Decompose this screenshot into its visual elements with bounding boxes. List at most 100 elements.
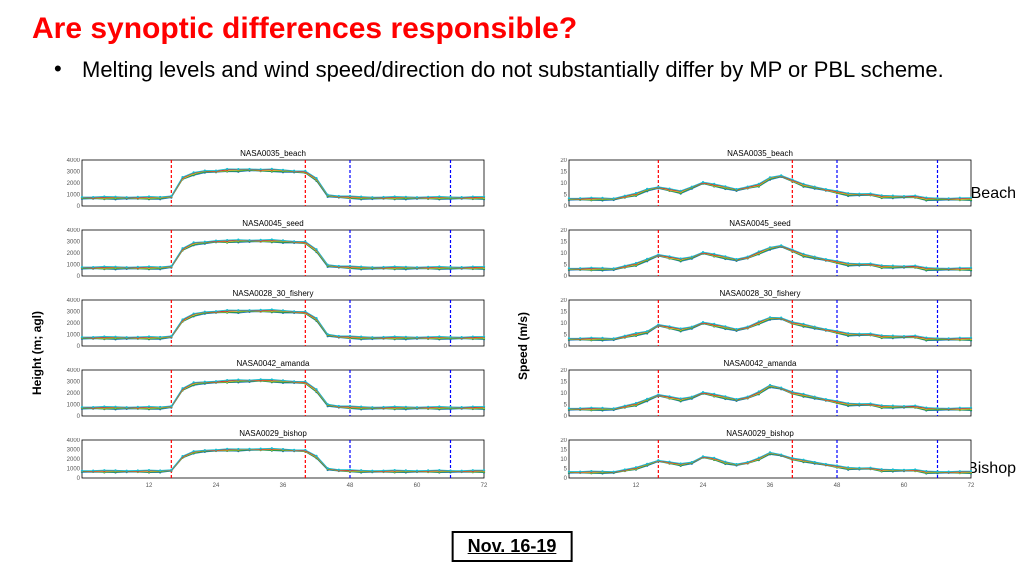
svg-text:1000: 1000 bbox=[67, 263, 81, 269]
svg-text:0: 0 bbox=[564, 344, 568, 348]
svg-text:0: 0 bbox=[564, 414, 568, 418]
svg-text:15: 15 bbox=[560, 448, 567, 454]
chart-panel-title: NASA0029_bishop bbox=[545, 429, 975, 438]
charts-area: NASA0035_beach01000200030004000NASA0045_… bbox=[20, 150, 1004, 520]
svg-text:60: 60 bbox=[414, 483, 421, 488]
chart-panel-title: NASA0035_beach bbox=[58, 149, 488, 158]
svg-text:3000: 3000 bbox=[67, 310, 81, 316]
chart-panel-svg: 0 5 10 15 20 bbox=[545, 228, 975, 278]
svg-text:2000: 2000 bbox=[67, 391, 81, 397]
svg-text:4000: 4000 bbox=[67, 158, 81, 164]
svg-text:20: 20 bbox=[560, 298, 567, 304]
svg-text:36: 36 bbox=[767, 483, 774, 488]
chart-panel-svg: 0 5 10 15 20 12 24 36 48 60 72 bbox=[545, 438, 975, 488]
svg-text:10: 10 bbox=[560, 391, 567, 397]
svg-text:12: 12 bbox=[146, 483, 153, 488]
svg-text:72: 72 bbox=[968, 483, 975, 488]
svg-text:15: 15 bbox=[560, 380, 567, 386]
chart-panel: NASA0045_seed 0 5 10 15 20 bbox=[545, 220, 975, 278]
chart-panel-svg: 05101520 bbox=[545, 298, 975, 348]
chart-panel: NASA0028_30_fishery 0 1000 2000 3000 4000 bbox=[58, 290, 488, 348]
svg-text:24: 24 bbox=[700, 483, 707, 488]
chart-panel-title: NASA0028_30_fishery bbox=[58, 289, 488, 298]
svg-text:5: 5 bbox=[564, 403, 568, 409]
chart-panel: NASA0042_amanda 0 5 10 15 20 bbox=[545, 360, 975, 418]
svg-text:3000: 3000 bbox=[67, 448, 81, 454]
chart-panel-svg: 0 1000 2000 3000 4000 bbox=[58, 228, 488, 278]
date-box: Nov. 16-19 bbox=[452, 531, 573, 562]
svg-text:0: 0 bbox=[77, 204, 81, 208]
chart-panel-title: NASA0035_beach bbox=[545, 149, 975, 158]
svg-text:3000: 3000 bbox=[67, 240, 81, 246]
svg-text:20: 20 bbox=[560, 228, 567, 234]
svg-text:5: 5 bbox=[564, 263, 568, 269]
svg-text:10: 10 bbox=[560, 251, 567, 257]
svg-text:4000: 4000 bbox=[67, 298, 81, 304]
bullet-text: Melting levels and wind speed/direction … bbox=[82, 56, 944, 85]
bullet-dot: • bbox=[54, 56, 82, 82]
svg-text:20: 20 bbox=[560, 158, 567, 164]
chart-panel: NASA0029_bishop 0 5 10 15 20 12 24 36 48 60 72 bbox=[545, 430, 975, 488]
slide: Are synoptic differences responsible? • … bbox=[0, 0, 1024, 576]
svg-text:72: 72 bbox=[481, 483, 488, 488]
svg-text:5: 5 bbox=[564, 467, 568, 473]
svg-text:2000: 2000 bbox=[67, 321, 81, 327]
svg-text:5: 5 bbox=[564, 193, 568, 199]
svg-text:0: 0 bbox=[564, 476, 568, 482]
svg-text:15: 15 bbox=[560, 170, 567, 176]
svg-text:2000: 2000 bbox=[67, 457, 81, 463]
svg-text:0: 0 bbox=[564, 204, 568, 208]
right-column: NASA0035_beach05101520NASA0045_seed05101… bbox=[545, 150, 975, 500]
chart-panel: NASA0042_amanda 0 1000 2000 3000 4000 bbox=[58, 360, 488, 418]
svg-text:24: 24 bbox=[213, 483, 220, 488]
chart-panel-svg: 0 1000 2000 3000 4000 bbox=[58, 158, 488, 208]
chart-panel-title: NASA0029_bishop bbox=[58, 429, 488, 438]
svg-text:4000: 4000 bbox=[67, 228, 81, 234]
svg-text:4000: 4000 bbox=[67, 438, 81, 444]
svg-text:48: 48 bbox=[347, 483, 354, 488]
chart-panel-title: NASA0028_30_fishery bbox=[545, 289, 975, 298]
svg-text:36: 36 bbox=[280, 483, 287, 488]
svg-text:3000: 3000 bbox=[67, 380, 81, 386]
left-column: NASA0035_beach01000200030004000NASA0045_… bbox=[58, 150, 488, 500]
slide-title: Are synoptic differences responsible? bbox=[32, 12, 992, 46]
svg-text:0: 0 bbox=[77, 344, 81, 348]
svg-text:60: 60 bbox=[901, 483, 908, 488]
svg-text:1000: 1000 bbox=[67, 333, 81, 339]
chart-panel-svg: 0 1000 2000 3000 4000 bbox=[58, 368, 488, 418]
svg-text:2000: 2000 bbox=[67, 251, 81, 257]
chart-panel-svg: 0 1000 2000 3000 4000 12 24 36 48 60 72 bbox=[58, 438, 488, 488]
chart-panel-title: NASA0042_amanda bbox=[545, 359, 975, 368]
svg-text:20: 20 bbox=[560, 368, 567, 374]
chart-panel: NASA0035_beach 0 5 10 15 20 bbox=[545, 150, 975, 208]
svg-text:0: 0 bbox=[77, 476, 81, 482]
svg-text:20: 20 bbox=[560, 438, 567, 444]
svg-text:2000: 2000 bbox=[67, 181, 81, 187]
svg-text:4000: 4000 bbox=[67, 368, 81, 374]
svg-text:1000: 1000 bbox=[67, 467, 81, 473]
chart-panel: NASA0035_beach 0 1000 2000 3000 4000 bbox=[58, 150, 488, 208]
chart-panel: NASA0028_30_fishery05101520 bbox=[545, 290, 975, 348]
chart-panel-svg: 0 5 10 15 20 bbox=[545, 368, 975, 418]
svg-text:15: 15 bbox=[560, 240, 567, 246]
svg-text:10: 10 bbox=[560, 181, 567, 187]
svg-text:10: 10 bbox=[560, 321, 567, 327]
svg-text:3000: 3000 bbox=[67, 170, 81, 176]
chart-panel-svg: 0 1000 2000 3000 4000 bbox=[58, 298, 488, 348]
svg-text:10: 10 bbox=[560, 457, 567, 463]
chart-panel-title: NASA0045_seed bbox=[58, 219, 488, 228]
svg-text:48: 48 bbox=[834, 483, 841, 488]
chart-panel-title: NASA0045_seed bbox=[545, 219, 975, 228]
svg-text:0: 0 bbox=[77, 274, 81, 278]
chart-panel: NASA0045_seed 0 1000 2000 3000 4000 bbox=[58, 220, 488, 278]
svg-text:0: 0 bbox=[564, 274, 568, 278]
svg-text:1000: 1000 bbox=[67, 403, 81, 409]
svg-text:15: 15 bbox=[560, 310, 567, 316]
chart-panel-svg: 0 5 10 15 20 bbox=[545, 158, 975, 208]
chart-panel-title: NASA0042_amanda bbox=[58, 359, 488, 368]
bullet-item: • Melting levels and wind speed/directio… bbox=[32, 56, 992, 85]
svg-text:12: 12 bbox=[633, 483, 640, 488]
svg-text:1000: 1000 bbox=[67, 193, 81, 199]
svg-text:0: 0 bbox=[77, 414, 81, 418]
chart-panel: NASA0029_bishop 0 1000 2000 3000 4000 12 24 36 48… bbox=[58, 430, 488, 488]
